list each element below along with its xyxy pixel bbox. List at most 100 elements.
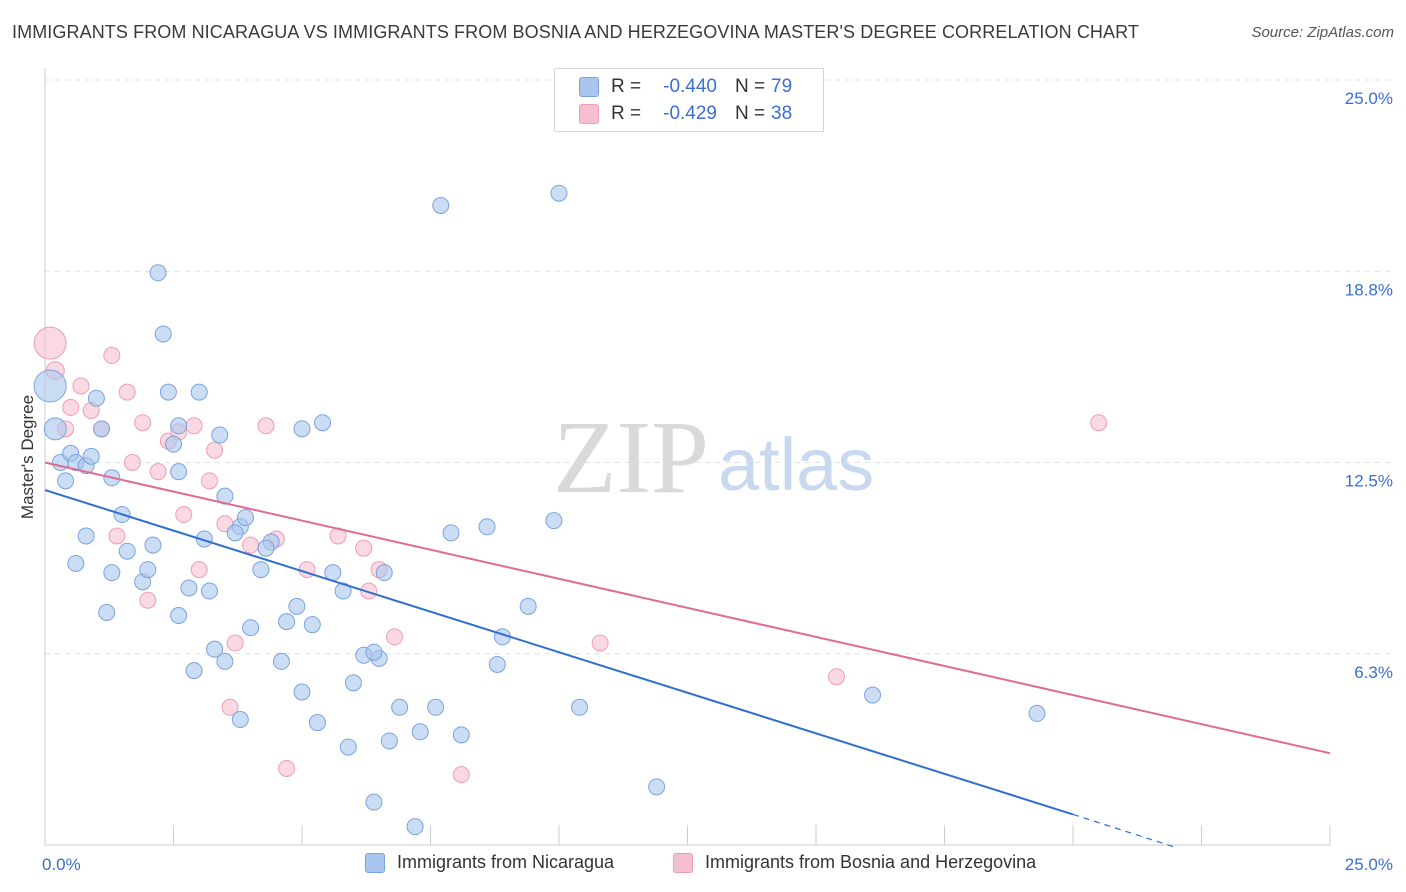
- blue-data-point: [1028, 704, 1046, 722]
- blue-swatch: [365, 852, 385, 873]
- blue-data-point: [43, 417, 67, 441]
- blue-data-point: [211, 426, 229, 444]
- legend-item-nicaragua: Immigrants from Nicaragua: [365, 852, 614, 873]
- tick-labels: 6.3% 12.5% 18.8% 25.0% 0.0% 25.0%: [42, 89, 1393, 874]
- blue-data-point: [180, 579, 198, 597]
- blue-data-point: [252, 561, 270, 579]
- blue-data-point: [380, 732, 398, 750]
- pink-data-point: [206, 441, 224, 459]
- blue-data-point: [293, 683, 311, 701]
- blue-data-point: [427, 698, 445, 716]
- pink-data-point: [175, 506, 193, 524]
- series-legend: Immigrants from Nicaragua Immigrants fro…: [0, 852, 1406, 878]
- pink-swatch: [579, 104, 599, 124]
- blue-data-point: [144, 536, 162, 554]
- blue-data-point: [571, 698, 589, 716]
- r-label: R =: [611, 76, 642, 97]
- r-value: -0.440: [663, 76, 717, 97]
- pink-data-point: [123, 454, 141, 471]
- y-tick-label: 25.0%: [1345, 89, 1393, 108]
- blue-data-point: [365, 793, 383, 811]
- blue-data-point: [488, 655, 506, 673]
- blue-data-point: [406, 818, 424, 836]
- blue-data-point: [226, 524, 244, 542]
- blue-data-point: [334, 582, 352, 600]
- legend-row-blue: R = -0.440 N = 79: [579, 75, 792, 99]
- blue-data-point: [216, 652, 234, 670]
- blue-data-point: [375, 564, 393, 582]
- gridlines: [45, 79, 1395, 655]
- blue-data-point: [206, 640, 224, 658]
- blue-data-point: [118, 542, 136, 560]
- pink-data-point: [591, 634, 609, 652]
- blue-data-point: [165, 435, 182, 453]
- blue-data-point: [391, 698, 409, 716]
- blue-data-point: [139, 561, 157, 579]
- watermark-atlas: atlas: [718, 423, 874, 506]
- pink-data-point: [386, 628, 404, 646]
- y-tick-label: 18.8%: [1345, 280, 1393, 299]
- pink-data-point: [190, 561, 208, 579]
- blue-data-point: [442, 524, 460, 542]
- pink-data-point: [278, 760, 296, 777]
- legend-label: Immigrants from Nicaragua: [397, 852, 615, 872]
- blue-data-point: [67, 554, 85, 572]
- pink-data-point: [149, 463, 167, 481]
- pink-data-point: [452, 766, 470, 784]
- blue-data-point: [149, 264, 167, 282]
- blue-data-point: [82, 447, 100, 465]
- n-label: N =: [735, 76, 766, 97]
- r-label: R =: [611, 103, 642, 124]
- blue-data-point: [478, 518, 496, 536]
- pink-data-point: [185, 417, 203, 435]
- blue-data-point: [293, 420, 311, 438]
- y-tick-label: 12.5%: [1345, 472, 1393, 491]
- blue-data-point: [432, 196, 450, 214]
- pink-data-point: [33, 326, 67, 360]
- blue-data-point: [87, 389, 105, 407]
- blue-trend-extension: [1072, 813, 1176, 849]
- pink-data-point: [139, 591, 157, 609]
- n-value: 38: [771, 103, 793, 124]
- pink-data-point: [103, 346, 121, 364]
- blue-data-point: [257, 539, 275, 557]
- legend-row-pink: R = -0.429 N = 38: [579, 102, 792, 126]
- trend-lines: [44, 461, 1331, 849]
- blue-data-point: [195, 530, 213, 548]
- legend-label: Immigrants from Bosnia and Herzegovina: [705, 852, 1037, 872]
- blue-data-point: [103, 564, 121, 582]
- pink-data-point: [108, 527, 126, 545]
- blue-data-point: [411, 723, 429, 741]
- n-value: 79: [771, 76, 793, 97]
- x-tick-label: 0.0%: [42, 855, 81, 874]
- blue-data-point: [308, 714, 326, 732]
- pink-data-point: [828, 668, 846, 686]
- pink-swatch: [673, 852, 693, 873]
- pink-data-point: [118, 383, 136, 401]
- blue-data-point: [864, 686, 882, 704]
- pink-data-point: [134, 414, 152, 432]
- blue-data-point: [365, 643, 383, 661]
- blue-data-point: [231, 711, 249, 729]
- blue-data-point: [93, 420, 111, 438]
- blue-trend-line: [44, 489, 1074, 816]
- series-blue-points: [33, 184, 1046, 836]
- pink-data-point: [355, 539, 373, 557]
- correlation-legend: R = -0.440 N = 79 R = -0.429 N = 38: [554, 68, 824, 132]
- n-label: N =: [735, 103, 766, 124]
- source-credit: Source: ZipAtlas.com: [1251, 24, 1394, 41]
- blue-data-point: [154, 325, 172, 343]
- pink-data-point: [1090, 414, 1108, 432]
- blue-data-point: [159, 383, 177, 401]
- blue-data-point: [33, 369, 67, 403]
- blue-data-point: [190, 383, 208, 401]
- blue-data-point: [339, 738, 357, 756]
- blue-data-point: [170, 417, 188, 435]
- blue-data-point: [519, 597, 537, 615]
- pink-data-point: [200, 472, 218, 490]
- blue-data-point: [288, 597, 306, 615]
- x-tick-label: 25.0%: [1345, 855, 1393, 874]
- blue-swatch: [579, 77, 599, 97]
- pink-trend-line: [44, 461, 1331, 755]
